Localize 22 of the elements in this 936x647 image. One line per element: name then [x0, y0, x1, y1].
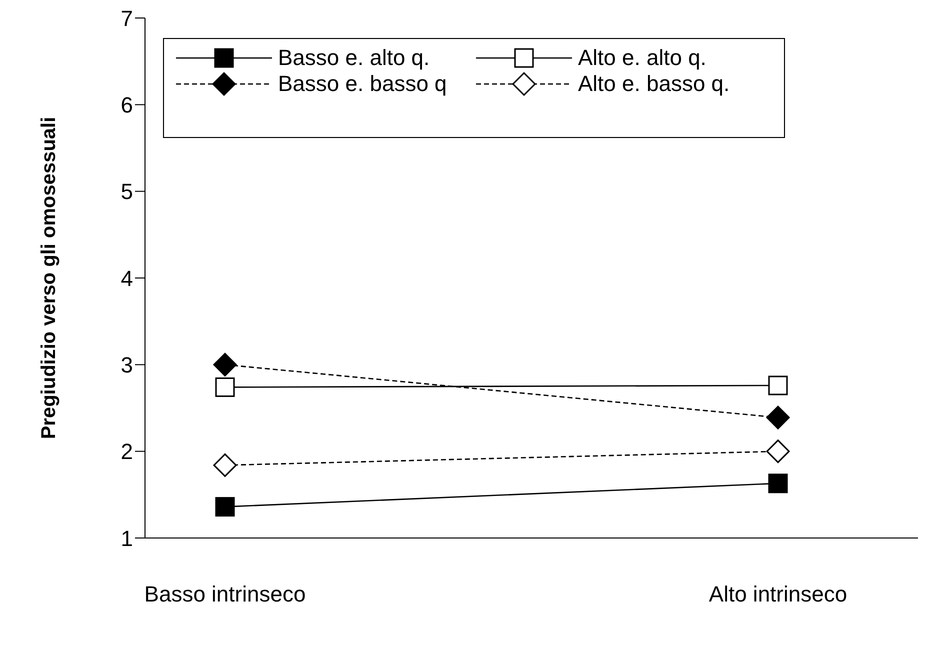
y-tick-label: 3	[120, 352, 133, 378]
point	[213, 453, 237, 477]
y-tick-label: 6	[120, 92, 133, 118]
y-tick-label: 2	[120, 439, 133, 464]
point	[215, 377, 235, 397]
y-tick-label: 4	[120, 266, 133, 291]
point	[213, 352, 237, 376]
y-tick-label: 1	[120, 526, 133, 551]
x-tick-label: Alto intrinseco	[708, 582, 848, 607]
legend-label: Basso e. alto q.	[278, 45, 430, 71]
legend-label: Alto e. basso q.	[578, 71, 730, 97]
x-tick-label: Basso intrinseco	[144, 582, 306, 607]
point	[215, 497, 235, 517]
point	[768, 376, 788, 396]
point	[768, 474, 788, 494]
point	[766, 440, 790, 464]
y-tick-label: 5	[120, 179, 133, 204]
y-tick-label: 7	[120, 6, 133, 31]
legend-label: Basso e. basso q	[278, 71, 447, 97]
y-axis-title: Pregiudizio verso gli omosessuali	[38, 116, 60, 440]
legend-label: Alto e. alto q.	[578, 45, 706, 71]
point	[766, 406, 790, 430]
